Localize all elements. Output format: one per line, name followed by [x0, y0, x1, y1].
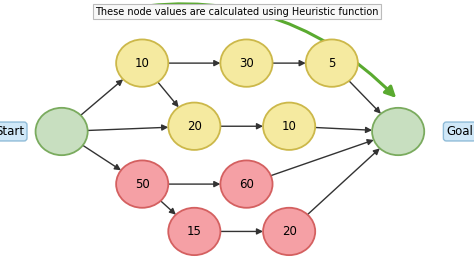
Ellipse shape	[220, 39, 273, 87]
Text: 5: 5	[328, 57, 336, 70]
Ellipse shape	[306, 39, 358, 87]
Text: 60: 60	[239, 178, 254, 191]
Text: 10: 10	[282, 120, 297, 133]
Ellipse shape	[263, 208, 315, 255]
Text: 15: 15	[187, 225, 202, 238]
Ellipse shape	[263, 103, 315, 150]
Text: 20: 20	[187, 120, 202, 133]
Text: Start: Start	[0, 125, 24, 138]
Text: 10: 10	[135, 57, 150, 70]
Ellipse shape	[220, 160, 273, 208]
Ellipse shape	[372, 108, 424, 155]
FancyArrowPatch shape	[107, 4, 394, 95]
Ellipse shape	[116, 160, 168, 208]
Text: 30: 30	[239, 57, 254, 70]
Ellipse shape	[168, 103, 220, 150]
Text: Goal: Goal	[447, 125, 473, 138]
Ellipse shape	[168, 208, 220, 255]
Text: These node values are calculated using Heuristic function: These node values are calculated using H…	[95, 7, 379, 17]
Text: 50: 50	[135, 178, 150, 191]
Text: 20: 20	[282, 225, 297, 238]
Ellipse shape	[36, 108, 88, 155]
Ellipse shape	[116, 39, 168, 87]
